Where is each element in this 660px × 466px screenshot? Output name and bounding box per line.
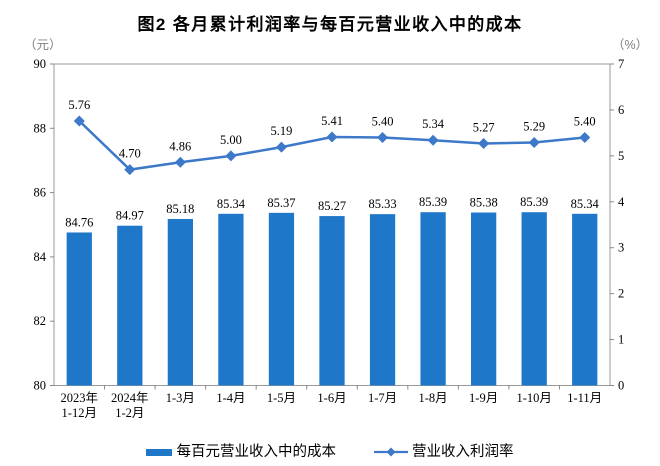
svg-text:84.76: 84.76: [65, 215, 93, 229]
svg-text:5.19: 5.19: [271, 124, 293, 138]
svg-text:4.70: 4.70: [119, 147, 141, 161]
svg-text:90: 90: [34, 57, 47, 71]
svg-text:85.33: 85.33: [368, 197, 396, 211]
svg-text:85.34: 85.34: [217, 197, 246, 211]
svg-text:84.97: 84.97: [116, 209, 144, 223]
svg-text:5.34: 5.34: [422, 117, 445, 131]
svg-text:5.41: 5.41: [321, 114, 343, 128]
svg-text:5.29: 5.29: [523, 120, 545, 134]
svg-text:5.40: 5.40: [574, 114, 596, 128]
svg-text:5.27: 5.27: [473, 120, 495, 134]
svg-text:84: 84: [34, 250, 47, 264]
svg-text:5: 5: [618, 149, 624, 163]
svg-text:4.86: 4.86: [169, 139, 191, 153]
svg-text:2: 2: [618, 287, 624, 301]
svg-text:86: 86: [34, 186, 47, 200]
svg-text:82: 82: [34, 314, 47, 328]
svg-text:85.34: 85.34: [571, 197, 600, 211]
svg-text:5.40: 5.40: [372, 114, 394, 128]
svg-text:5.00: 5.00: [220, 133, 242, 147]
svg-text:85.18: 85.18: [166, 202, 194, 216]
svg-text:0: 0: [618, 379, 624, 393]
svg-text:1: 1: [618, 333, 624, 347]
svg-text:80: 80: [34, 379, 47, 393]
svg-text:85.38: 85.38: [470, 196, 498, 210]
svg-text:3: 3: [618, 241, 624, 255]
svg-text:85.27: 85.27: [318, 199, 346, 213]
svg-text:5.76: 5.76: [68, 98, 90, 112]
svg-text:85.39: 85.39: [520, 195, 548, 209]
svg-text:6: 6: [618, 103, 624, 117]
svg-text:7: 7: [618, 57, 624, 71]
svg-text:88: 88: [34, 121, 47, 135]
svg-text:85.39: 85.39: [419, 195, 447, 209]
svg-text:85.37: 85.37: [267, 196, 295, 210]
svg-text:4: 4: [618, 195, 625, 209]
